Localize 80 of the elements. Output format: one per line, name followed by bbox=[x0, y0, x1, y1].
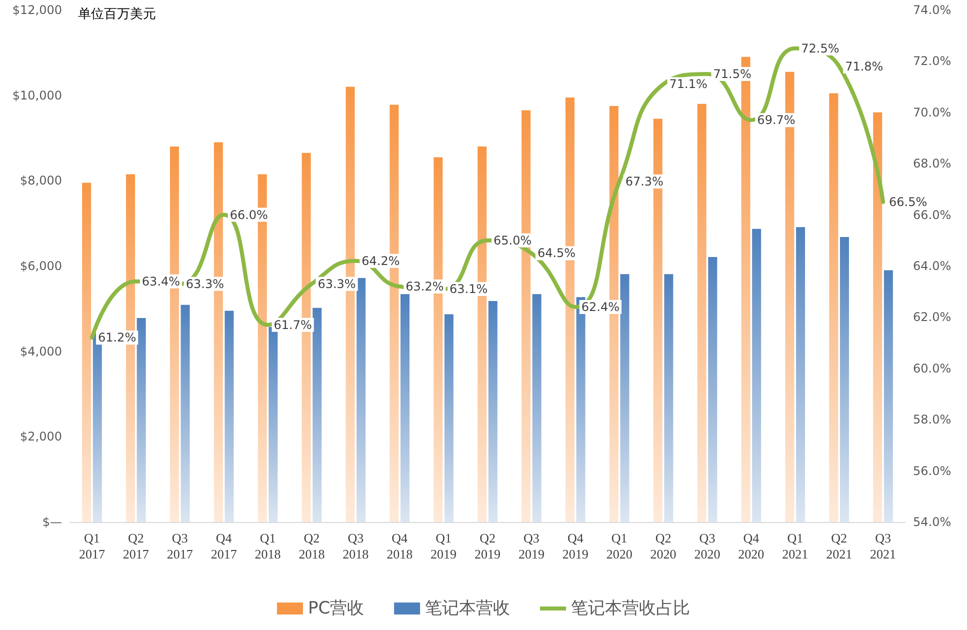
x-tick-label: Q1 2019 bbox=[430, 530, 457, 562]
data-label: 72.5% bbox=[801, 41, 840, 56]
y-tick-label: $6,000 bbox=[20, 259, 62, 273]
data-label: 67.3% bbox=[625, 174, 664, 189]
bar bbox=[312, 308, 322, 522]
y2-tick-label: 64.0% bbox=[913, 259, 952, 273]
x-tick-label: Q2 2017 bbox=[122, 530, 150, 562]
data-label: 61.2% bbox=[98, 330, 136, 345]
bar bbox=[532, 294, 542, 522]
y2-tick-label: 70.0% bbox=[913, 105, 952, 120]
y2-tick-label: 72.0% bbox=[913, 54, 952, 68]
x-tick-label: Q2 2019 bbox=[474, 530, 500, 562]
data-label: 61.7% bbox=[274, 318, 312, 332]
legend-label: 笔记本营收占比 bbox=[571, 598, 690, 618]
x-tick-label: Q1 2021 bbox=[782, 530, 808, 562]
y-tick-label: $12,000 bbox=[12, 3, 62, 17]
legend-label: 笔记本营收 bbox=[425, 598, 510, 618]
y2-tick-label: 60.0% bbox=[913, 361, 952, 376]
data-label: 64.5% bbox=[537, 246, 576, 260]
bar bbox=[488, 300, 498, 522]
bar bbox=[224, 310, 234, 522]
bar bbox=[840, 236, 849, 522]
x-tick-label: Q3 2019 bbox=[518, 530, 544, 562]
x-tick-label: Q2 2018 bbox=[298, 530, 325, 562]
bar bbox=[400, 294, 410, 522]
data-label: 63.3% bbox=[186, 276, 224, 291]
bar bbox=[708, 257, 718, 522]
y2-tick-label: 68.0% bbox=[913, 156, 952, 171]
bar bbox=[829, 93, 838, 522]
bar bbox=[796, 227, 806, 522]
y-tick-label: $2,000 bbox=[20, 430, 62, 444]
annotation: 单位百万美元 bbox=[78, 6, 156, 22]
y-tick-label: $— bbox=[42, 515, 62, 529]
y-tick-label: $4,000 bbox=[20, 344, 62, 358]
data-label: 63.3% bbox=[318, 276, 356, 291]
x-tick-label: Q1 2020 bbox=[606, 530, 632, 562]
bar bbox=[752, 228, 762, 522]
x-tick-label: Q2 2020 bbox=[650, 530, 676, 562]
data-label: 66.5% bbox=[889, 195, 928, 209]
y2-tick-label: 56.0% bbox=[913, 464, 952, 478]
bar bbox=[620, 274, 630, 522]
data-label: 65.0% bbox=[494, 233, 532, 248]
bar bbox=[82, 182, 92, 522]
data-label: 63.2% bbox=[406, 279, 444, 294]
y2-tick-label: 58.0% bbox=[913, 412, 952, 427]
bar bbox=[884, 270, 893, 522]
y2-tick-label: 62.0% bbox=[913, 310, 952, 324]
x-tick-label: Q1 2018 bbox=[254, 530, 281, 562]
y-tick-label: $8,000 bbox=[20, 174, 62, 188]
legend-label: PC营收 bbox=[308, 598, 364, 618]
data-label: 69.7% bbox=[757, 113, 796, 128]
data-label: 62.4% bbox=[581, 300, 620, 314]
bar bbox=[664, 274, 674, 522]
x-tick-label: Q3 2020 bbox=[694, 530, 720, 562]
x-tick-label: Q4 2019 bbox=[562, 530, 588, 562]
data-label: 71.8% bbox=[845, 59, 884, 74]
data-label: 71.1% bbox=[669, 77, 708, 92]
y2-tick-label: 66.0% bbox=[913, 208, 952, 222]
bar bbox=[356, 278, 366, 522]
x-tick-label: Q2 2021 bbox=[826, 530, 852, 562]
bar bbox=[873, 112, 882, 522]
x-tick-label: Q4 2018 bbox=[386, 530, 413, 562]
x-tick-label: Q3 2021 bbox=[870, 530, 896, 562]
x-tick-label: Q1 2017 bbox=[78, 530, 106, 562]
bar bbox=[444, 314, 454, 522]
y2-tick-label: 74.0% bbox=[913, 3, 952, 17]
bar bbox=[697, 104, 706, 522]
x-tick-label: Q3 2018 bbox=[342, 530, 369, 562]
data-label: 64.2% bbox=[362, 254, 400, 268]
x-tick-label: Q4 2020 bbox=[738, 530, 764, 562]
y-tick-label: $10,000 bbox=[12, 88, 62, 102]
data-label: 63.1% bbox=[450, 282, 488, 296]
data-label: 63.4% bbox=[142, 274, 180, 288]
data-label: 66.0% bbox=[230, 208, 268, 222]
x-tick-label: Q4 2017 bbox=[210, 530, 238, 562]
y2-tick-label: 54.0% bbox=[913, 515, 952, 529]
data-label: 71.5% bbox=[713, 67, 752, 81]
x-tick-label: Q3 2017 bbox=[166, 530, 194, 562]
bar bbox=[136, 318, 146, 522]
bar bbox=[180, 304, 190, 522]
